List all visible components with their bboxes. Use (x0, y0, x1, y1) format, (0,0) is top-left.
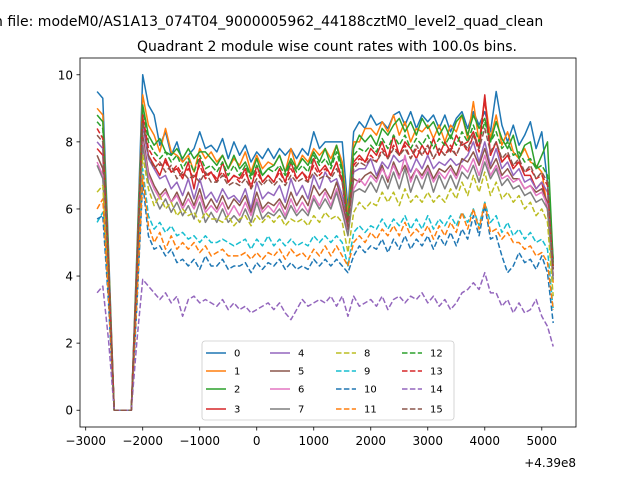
y-tick-label: 6 (65, 202, 73, 216)
plot-frame (79, 57, 577, 428)
legend-label-7: 7 (298, 405, 304, 416)
x-tick-label: 4000 (470, 434, 501, 448)
x-tick-label: 0 (253, 434, 261, 448)
legend-label-11: 11 (364, 405, 377, 416)
series-line-6 (96, 141, 554, 411)
plot-area: −3000 −2000 −1000 0 1000 2000 3000 4000 5000 0 2 4… (58, 57, 577, 470)
y-tick-label: 2 (65, 337, 73, 351)
legend-label-15: 15 (430, 405, 443, 416)
x-axis: −3000 −2000 −1000 0 1000 2000 3000 4000 5000 (65, 427, 557, 448)
y-tick-label: 0 (65, 404, 73, 418)
legend-label-2: 2 (234, 385, 240, 396)
series-line-10 (96, 181, 554, 411)
series-line-8 (96, 154, 554, 411)
y-tick-label: 4 (65, 270, 73, 284)
x-tick-label: −2000 (122, 434, 163, 448)
chart-title: Quadrant 2 module wise count rates with … (137, 39, 517, 55)
series-line-11 (96, 174, 554, 411)
legend-label-14: 14 (430, 385, 443, 396)
legend-label-5: 5 (298, 367, 304, 378)
series-line-2 (96, 104, 554, 411)
y-axis: 0 2 4 6 8 10 (58, 68, 80, 418)
legend-label-1: 1 (234, 367, 240, 378)
legend-label-0: 0 (234, 349, 240, 360)
series-line-4 (96, 124, 554, 411)
legend-label-6: 6 (298, 385, 304, 396)
y-tick-label: 8 (65, 135, 73, 149)
x-tick-label: −3000 (65, 434, 106, 448)
x-tick-label: 1000 (298, 434, 329, 448)
series-line-15 (96, 120, 554, 411)
legend-label-3: 3 (234, 405, 240, 416)
series-line-12 (96, 107, 554, 411)
x-tick-label: −1000 (179, 434, 220, 448)
legend-label-10: 10 (364, 385, 377, 396)
series-line-7 (96, 144, 554, 411)
legend-label-8: 8 (364, 349, 370, 360)
y-tick-label: 10 (58, 68, 73, 82)
series-lines (96, 74, 554, 411)
x-offset-label: +4.39e8 (524, 456, 576, 470)
legend-label-13: 13 (430, 367, 443, 378)
legend-label-9: 9 (364, 367, 370, 378)
x-tick-label: 2000 (355, 434, 386, 448)
legend-label-4: 4 (298, 349, 304, 360)
series-line-0 (96, 74, 554, 411)
legend-label-12: 12 (430, 349, 443, 360)
x-tick-label: 5000 (527, 434, 558, 448)
suptitle: n file: modeM0/AS1A13_074T04_9000005962_… (0, 14, 543, 30)
x-tick-label: 3000 (412, 434, 443, 448)
legend-frame (201, 340, 455, 421)
